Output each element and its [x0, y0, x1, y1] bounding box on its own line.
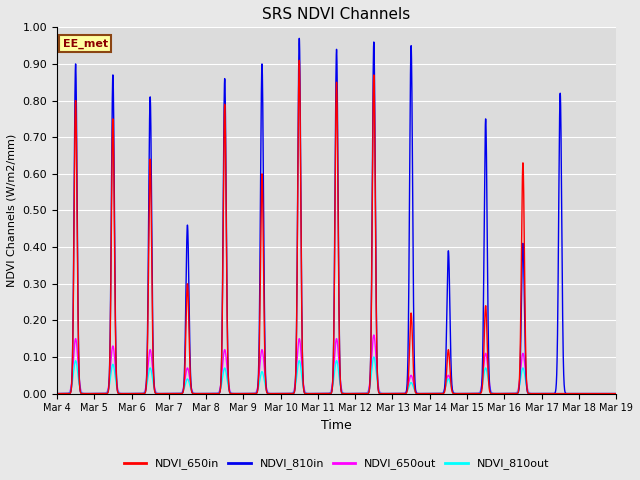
- X-axis label: Time: Time: [321, 419, 352, 432]
- Line: NDVI_810in: NDVI_810in: [57, 38, 616, 394]
- NDVI_810out: [53, 391, 61, 396]
- NDVI_650out: [370, 332, 378, 338]
- NDVI_810out: [414, 391, 422, 396]
- NDVI_650out: [167, 391, 175, 396]
- NDVI_810in: [611, 391, 618, 396]
- NDVI_810in: [262, 385, 270, 391]
- NDVI_650out: [262, 384, 270, 389]
- NDVI_650out: [53, 391, 61, 396]
- NDVI_810in: [167, 391, 175, 396]
- NDVI_810in: [493, 391, 501, 396]
- NDVI_650out: [173, 391, 180, 396]
- NDVI_650in: [296, 58, 303, 63]
- NDVI_810out: [612, 391, 620, 396]
- NDVI_650in: [493, 391, 501, 396]
- Line: NDVI_810out: NDVI_810out: [57, 357, 616, 394]
- NDVI_650in: [53, 391, 61, 396]
- NDVI_810out: [605, 391, 613, 396]
- NDVI_650out: [612, 391, 620, 396]
- NDVI_650in: [414, 391, 422, 396]
- NDVI_650in: [262, 387, 270, 393]
- NDVI_810in: [612, 391, 620, 396]
- Line: NDVI_650out: NDVI_650out: [57, 335, 616, 394]
- NDVI_650in: [612, 391, 620, 396]
- NDVI_650in: [173, 391, 180, 396]
- NDVI_810in: [296, 36, 303, 41]
- NDVI_650out: [493, 391, 501, 396]
- Text: EE_met: EE_met: [63, 38, 108, 48]
- Legend: NDVI_650in, NDVI_810in, NDVI_650out, NDVI_810out: NDVI_650in, NDVI_810in, NDVI_650out, NDV…: [120, 454, 554, 474]
- NDVI_650out: [414, 391, 422, 396]
- NDVI_650in: [577, 391, 584, 396]
- NDVI_810out: [167, 391, 175, 396]
- NDVI_650out: [611, 391, 618, 396]
- NDVI_810in: [173, 391, 180, 396]
- NDVI_810in: [414, 391, 422, 396]
- Y-axis label: NDVI Channels (W/m2/mm): NDVI Channels (W/m2/mm): [7, 134, 17, 287]
- NDVI_650in: [167, 391, 175, 396]
- Line: NDVI_650in: NDVI_650in: [57, 60, 616, 394]
- NDVI_650in: [611, 391, 618, 396]
- NDVI_810out: [493, 391, 501, 396]
- NDVI_810out: [262, 387, 270, 393]
- NDVI_810out: [173, 391, 180, 396]
- NDVI_650out: [605, 391, 613, 396]
- Title: SRS NDVI Channels: SRS NDVI Channels: [262, 7, 411, 22]
- NDVI_810out: [370, 354, 378, 360]
- NDVI_810out: [611, 391, 618, 396]
- NDVI_810in: [53, 391, 61, 396]
